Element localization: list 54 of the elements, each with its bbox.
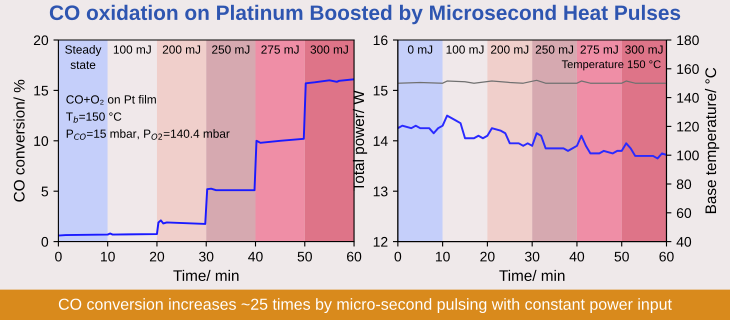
- y-tick-label: 0: [41, 236, 48, 247]
- annotation: CO+O₂ on Pt film: [66, 94, 156, 105]
- band-label: 0 mJ: [408, 45, 432, 54]
- band-label: 200 mJ: [162, 45, 200, 54]
- x-tick-label: 30: [199, 252, 214, 262]
- band-label: 275 mJ: [261, 45, 299, 54]
- y-tick-label: 13: [374, 186, 388, 196]
- band-label: 250 mJ: [212, 45, 250, 54]
- y-tick-label: 15: [34, 86, 48, 96]
- band-label: 200 mJ: [491, 45, 528, 54]
- band-label: Steady state: [65, 45, 102, 69]
- y2-tick-label: 40: [676, 236, 692, 247]
- y2-tick-label: 180: [677, 35, 699, 46]
- x-tick-label: 20: [150, 252, 164, 262]
- x-tick-label: 60: [347, 252, 362, 262]
- chart-title: CO oxidation on Platinum Boosted by Microsecond Heat Pulses: [50, 4, 680, 24]
- x-tick-label: 0: [55, 252, 62, 262]
- x-tick-label: 10: [101, 252, 115, 262]
- band-label: 300 mJ: [310, 45, 348, 54]
- x-tick-label: 50: [614, 252, 629, 262]
- y-tick-label: 15: [374, 86, 388, 96]
- x-axis-title: Time/ min: [173, 270, 238, 282]
- y2-tick-label: 60: [676, 208, 692, 218]
- band-label: 100 mJ: [446, 45, 484, 54]
- x-tick-label: 40: [570, 252, 584, 262]
- annotation: T$_{b}$=150 °C: [66, 112, 122, 123]
- x-tick-label: 60: [659, 252, 674, 262]
- band-label: 275 mJ: [580, 45, 618, 54]
- x-tick-label: 10: [436, 252, 450, 262]
- y2-tick-label: 140: [677, 92, 699, 103]
- text: CO conversion increases ~25 times by micro-second pulsing with constant power input: [58, 298, 672, 314]
- y2-tick-label: 80: [676, 179, 692, 190]
- y2-tick-label: 100: [677, 150, 699, 160]
- x-tick-label: 20: [480, 252, 495, 262]
- y-tick-label: 20: [34, 35, 48, 46]
- x-tick-label: 40: [248, 252, 263, 262]
- x-axis-title: Time/ min: [499, 270, 564, 282]
- y-tick-label: 5: [42, 186, 48, 196]
- x-tick-label: 50: [298, 252, 312, 262]
- y2-tick-label: 160: [677, 64, 699, 74]
- band-label: 300 mJ: [625, 45, 663, 54]
- x-tick-label: 30: [524, 252, 540, 262]
- y-tick-label: 12: [374, 236, 388, 247]
- y-tick-label: 14: [374, 136, 388, 146]
- y-tick-label: 10: [34, 136, 48, 146]
- y2-axis-title: Base temperature/ °C: [704, 68, 720, 214]
- y-tick-label: 16: [374, 35, 388, 46]
- y-axis-title: CO conversion/ %: [13, 80, 25, 202]
- band-label: 250 mJ: [536, 45, 574, 54]
- x-tick-label: 0: [394, 252, 402, 262]
- annotation: Temperature 150 °C: [562, 60, 661, 70]
- y2-tick-label: 120: [677, 122, 699, 132]
- band-label: 100 mJ: [114, 45, 151, 54]
- annotation: P$_{CO}$=15 mbar, P$_{O2}$=140.4 mbar: [66, 129, 230, 140]
